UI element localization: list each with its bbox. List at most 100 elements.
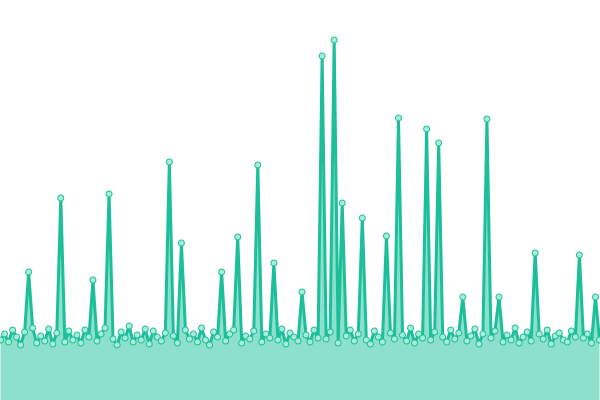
marker	[407, 324, 415, 332]
marker	[282, 340, 290, 348]
marker	[214, 333, 222, 341]
marker	[591, 293, 599, 301]
marker	[278, 325, 286, 333]
marker	[77, 339, 85, 347]
marker	[596, 336, 600, 344]
marker	[382, 232, 390, 240]
marker	[1, 330, 9, 338]
marker	[185, 335, 193, 343]
marker	[539, 335, 547, 343]
line	[0, 38, 600, 347]
marker	[354, 330, 362, 338]
marker	[113, 341, 121, 349]
marker	[69, 336, 77, 344]
marker	[25, 268, 33, 276]
marker	[427, 336, 435, 344]
marker	[411, 339, 419, 347]
marker	[45, 325, 53, 333]
marker	[475, 340, 483, 348]
marker	[9, 326, 17, 334]
marker	[117, 328, 125, 336]
marker	[571, 333, 579, 341]
marker	[21, 328, 29, 336]
marker	[547, 340, 555, 348]
marker	[101, 324, 109, 332]
marker	[149, 327, 157, 335]
area-fill	[0, 40, 600, 400]
marker	[439, 333, 447, 341]
marker	[583, 330, 591, 338]
marker	[467, 332, 475, 340]
marker	[266, 334, 274, 342]
marker	[222, 337, 230, 345]
marker	[374, 333, 382, 341]
marker	[306, 338, 314, 346]
marker	[435, 139, 443, 147]
marker	[483, 115, 491, 123]
marker	[366, 340, 374, 348]
marker	[503, 331, 511, 339]
marker	[515, 339, 523, 347]
marker	[302, 331, 310, 339]
marker	[431, 328, 439, 336]
marker	[65, 327, 73, 335]
marker	[455, 329, 463, 337]
marker	[17, 341, 25, 349]
marker	[543, 326, 551, 334]
marker	[254, 161, 262, 169]
marker	[133, 331, 141, 339]
marker	[37, 332, 45, 340]
marker	[507, 336, 515, 344]
marker	[41, 337, 49, 345]
marker	[218, 268, 226, 276]
marker	[181, 326, 189, 334]
marker	[419, 334, 427, 342]
marker	[193, 338, 201, 346]
marker	[125, 322, 133, 330]
marker	[270, 259, 278, 267]
marker	[326, 328, 334, 336]
marker	[563, 338, 571, 346]
marker	[567, 327, 575, 335]
marker	[403, 337, 411, 345]
marker	[535, 330, 543, 338]
marker	[338, 199, 346, 207]
marker	[5, 338, 13, 346]
marker	[451, 335, 459, 343]
marker	[161, 329, 169, 337]
marker	[234, 233, 242, 241]
marker	[423, 125, 431, 133]
marker	[13, 333, 21, 341]
marker	[238, 339, 246, 347]
marker	[519, 333, 527, 341]
marker	[157, 337, 165, 345]
marker	[346, 326, 354, 334]
marker	[499, 338, 507, 346]
marker	[173, 339, 181, 347]
marker	[198, 324, 206, 332]
marker	[322, 335, 330, 343]
marker	[246, 335, 254, 343]
marker	[463, 337, 471, 345]
marker	[310, 326, 318, 334]
marker	[330, 36, 338, 44]
marker	[286, 329, 294, 337]
marker	[97, 330, 105, 338]
marker	[495, 293, 503, 301]
marker	[318, 52, 326, 60]
marker	[57, 194, 65, 202]
marker	[531, 249, 539, 257]
marker	[250, 327, 258, 335]
marker	[177, 239, 185, 247]
marker	[378, 338, 386, 346]
marker	[89, 276, 97, 284]
marker	[415, 330, 423, 338]
marker	[358, 214, 366, 222]
marker	[579, 334, 587, 342]
marker	[189, 330, 197, 338]
marker	[85, 333, 93, 341]
marker	[394, 114, 402, 122]
marker	[262, 330, 270, 338]
marker	[53, 329, 61, 337]
marker	[587, 339, 595, 347]
